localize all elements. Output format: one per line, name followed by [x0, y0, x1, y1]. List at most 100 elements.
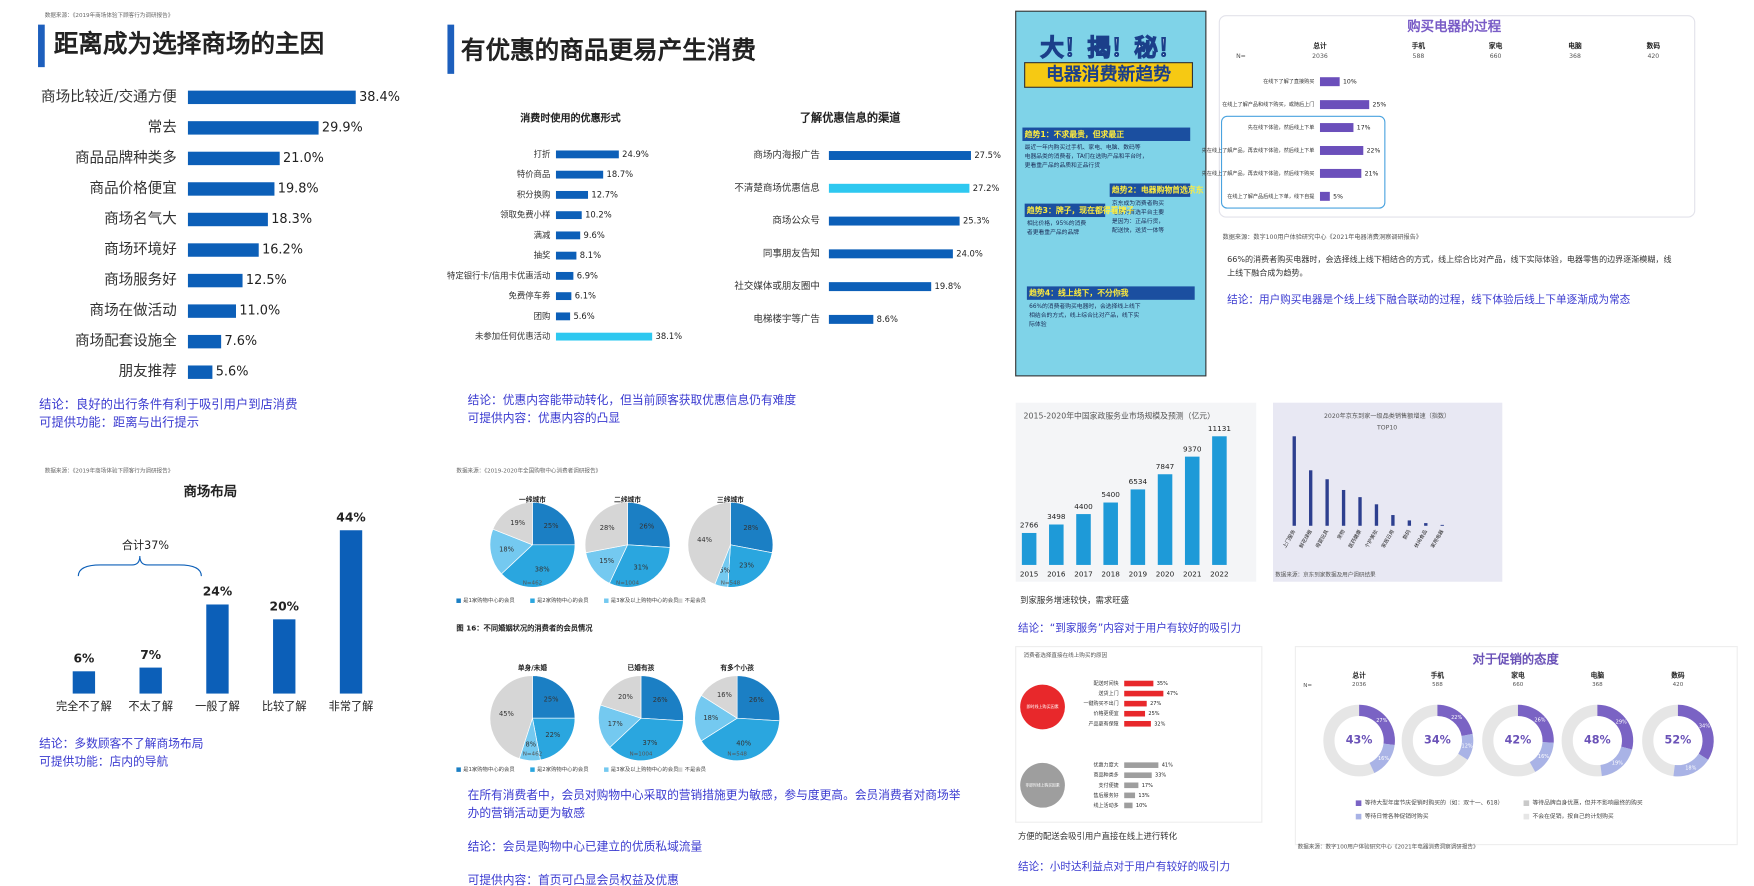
source: 数据来源：《2019年商场体验下顾客行为调研报告》	[45, 11, 174, 19]
category-label: 不清楚商场优惠信息	[734, 182, 820, 194]
body-text: 上线下融合成为趋势。	[1227, 267, 1307, 277]
bar	[1319, 191, 1330, 201]
slice-label: 16%	[717, 691, 732, 699]
legend-label: 不是会员	[685, 765, 706, 773]
category-label: 比较了解	[262, 699, 307, 713]
column-n: 2036	[1352, 682, 1367, 688]
trend-text: 京东成为消费者购买	[1112, 199, 1164, 207]
trend-text: 配送快，送货一体等	[1112, 226, 1164, 234]
value-label: 24.0%	[956, 248, 983, 258]
segment-label: 34%	[1699, 724, 1710, 730]
column-n: 368	[1569, 53, 1581, 60]
value-label: 11.0%	[239, 304, 280, 319]
category-label: 数码	[1401, 529, 1412, 541]
poster-banner	[1024, 62, 1194, 88]
legend-swatch	[604, 598, 609, 603]
legend-swatch	[1355, 800, 1362, 806]
source: 数据来源：数字100用户体验研究中心《2021年电器消费洞察调研报告》	[1298, 842, 1479, 850]
category-label: 特价商品	[517, 169, 551, 179]
bar	[1049, 524, 1064, 565]
category-label: 一键购买不出门	[1084, 700, 1119, 707]
note: 结论：会员是购物中心已建立的优质私域流量	[468, 839, 703, 853]
slice-label: 18%	[499, 546, 514, 554]
bar	[555, 292, 572, 301]
category-label: 送货上门	[1099, 690, 1119, 697]
pie-slice	[700, 675, 738, 719]
pie-slice	[730, 501, 774, 554]
bar	[1325, 479, 1329, 526]
category-label: 2018	[1101, 569, 1120, 578]
pie-slice	[694, 694, 738, 742]
panel-bg	[1218, 15, 1696, 218]
legend-label: 等待品牌自身优惠，但并不影响最终的购买	[1533, 799, 1643, 807]
value-label: 3498	[1047, 512, 1066, 521]
value-label: 9.6%	[584, 230, 605, 240]
bar	[187, 182, 275, 196]
value-label: 2766	[1020, 521, 1039, 530]
category-label: 在线上了解产品后线上下单，线下自提	[1227, 192, 1314, 200]
slice-label: 19%	[510, 519, 525, 527]
value-label: 25%	[1373, 102, 1387, 109]
bar	[828, 183, 970, 193]
column-n: 420	[1673, 682, 1684, 688]
category-label: 商场名气大	[104, 210, 177, 227]
title-marker	[447, 24, 455, 74]
bar	[1124, 680, 1154, 687]
category-label: 商场服务好	[104, 272, 177, 289]
chart-title: 消费者选择直接在线上购买的原因	[1024, 651, 1108, 659]
column-header: 电脑	[1568, 41, 1582, 50]
donut-segment	[1597, 704, 1634, 750]
bar	[1124, 700, 1147, 707]
chart-title: 了解优惠信息的渠道	[800, 111, 901, 125]
legend-swatch	[456, 598, 461, 603]
legend-label: 等待大型年度节庆促销时购买的（如：双十一、618）	[1365, 799, 1504, 807]
segment-label: 29%	[1616, 720, 1627, 726]
pie-slice	[609, 717, 684, 761]
bar	[828, 216, 960, 226]
brace	[77, 555, 202, 577]
category-label: 先在线下体验，然后线上下单	[1248, 123, 1315, 131]
trend-text: 电器品类的消费者，TA们在选购产品和平台时，	[1025, 152, 1148, 160]
bar	[1124, 772, 1152, 779]
bar	[555, 190, 589, 199]
slice-label: 17%	[608, 720, 623, 728]
category-label: 2020	[1156, 569, 1175, 578]
value-label: 25%	[1148, 711, 1159, 717]
pie-slice	[600, 675, 642, 719]
note: 结论：用户购买电器是个线上线下融合联动的过程，线下体验后线上下单逐渐成为常态	[1227, 293, 1631, 306]
n-label: N=462	[523, 751, 543, 757]
bar	[1309, 470, 1313, 526]
segment-label: 18%	[1685, 765, 1696, 771]
trend-text: 66%的消费者购买电器时，会选择线上线下	[1029, 302, 1141, 310]
column-n: 660	[1490, 53, 1502, 60]
value-label: 22%	[1367, 147, 1381, 154]
bar	[555, 211, 582, 220]
trend-text: 际体验	[1029, 320, 1047, 328]
n-label: N=548	[721, 580, 741, 586]
pie-slice	[598, 704, 642, 748]
segment-label: 19%	[1612, 761, 1623, 767]
pie-slice	[532, 501, 576, 546]
value-label: 10%	[1136, 803, 1147, 809]
pie-slice	[492, 501, 533, 546]
pie-slice	[640, 675, 684, 722]
legend-swatch	[1523, 800, 1530, 806]
value-label: 7847	[1156, 462, 1175, 471]
category-label: 2017	[1074, 569, 1093, 578]
bar	[1124, 690, 1164, 697]
category-label: 宠物	[1336, 529, 1347, 541]
category-label: 先在线上了解产品，再去线下体验，然后线上下单	[1202, 146, 1315, 154]
slice-label: 5%	[719, 567, 730, 575]
pie-slice	[736, 675, 780, 722]
slice-label: 15%	[599, 557, 614, 565]
value-label: 29.9%	[322, 120, 363, 135]
bar	[1157, 474, 1173, 565]
donut-segment	[1673, 753, 1709, 777]
category-label: 积分换购	[517, 189, 551, 199]
category-label: 在线下了解了直接购买	[1263, 77, 1314, 85]
poster-title: 大！揭！秘！	[1040, 34, 1181, 62]
trend-heading: 趋势3：牌子，现在都得看牌子	[1027, 205, 1134, 215]
category-label: 商场环境好	[104, 240, 177, 258]
group-badge	[1020, 762, 1065, 808]
legend-label: 不会在促销，按自己的计划购买	[1533, 812, 1614, 820]
